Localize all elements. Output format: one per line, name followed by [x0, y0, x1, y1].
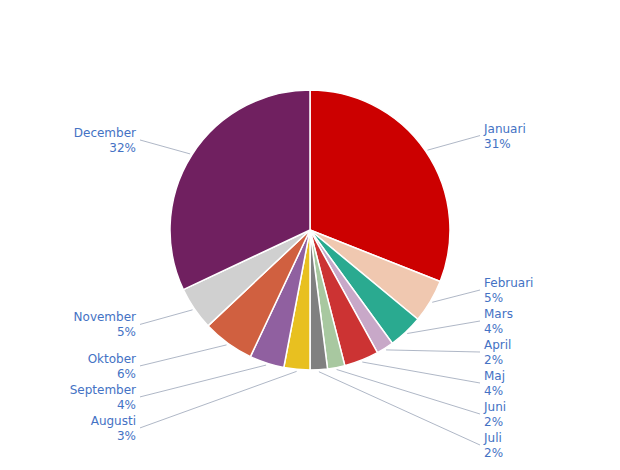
- slice-value-label: 5%: [484, 291, 503, 305]
- leader-line: [386, 350, 480, 352]
- slice-label: Maj: [484, 369, 505, 383]
- slice-value-label: 5%: [117, 325, 136, 339]
- leader-line: [362, 362, 480, 383]
- slice-value-label: 4%: [484, 322, 503, 336]
- slice-value-label: 3%: [117, 429, 136, 443]
- pie-slice: [310, 230, 328, 370]
- slices: [170, 90, 450, 370]
- slice-label: Juli: [483, 431, 502, 445]
- slice-value-label: 2%: [484, 353, 503, 367]
- data-labels: Januari31%Februari5%Mars4%April2%Maj4%Ju…: [70, 122, 534, 460]
- slice-label: April: [484, 338, 511, 352]
- slice-value-label: 31%: [484, 137, 511, 151]
- slice-value-label: 4%: [484, 384, 503, 398]
- leader-lines: [140, 136, 480, 445]
- chart-container: Januari31%Februari5%Mars4%April2%Maj4%Ju…: [0, 0, 620, 470]
- leader-line: [407, 321, 480, 334]
- leader-line: [140, 371, 297, 428]
- slice-label: Juni: [483, 400, 506, 414]
- leader-line: [140, 140, 190, 154]
- slice-label: Januari: [483, 122, 526, 136]
- slice-value-label: 4%: [117, 398, 136, 412]
- leader-line: [140, 365, 266, 397]
- slice-value-label: 2%: [484, 415, 503, 429]
- leader-line: [140, 310, 193, 325]
- slice-label: Februari: [484, 276, 533, 290]
- slice-label: Augusti: [91, 414, 136, 428]
- slice-label: November: [74, 310, 136, 324]
- pie-slice: [170, 90, 310, 290]
- leader-line: [140, 345, 227, 366]
- slice-label: Oktober: [88, 352, 136, 366]
- leader-line: [427, 136, 480, 151]
- slice-value-label: 6%: [117, 367, 136, 381]
- leader-line: [432, 290, 480, 302]
- leader-line: [319, 372, 480, 445]
- slice-label: September: [70, 383, 136, 397]
- slice-label: Mars: [484, 307, 513, 321]
- slice-value-label: 2%: [484, 446, 503, 460]
- chart-svg: Januari31%Februari5%Mars4%April2%Maj4%Ju…: [0, 0, 620, 470]
- leader-line: [337, 369, 480, 414]
- slice-value-label: 32%: [109, 141, 136, 155]
- slice-label: December: [74, 126, 136, 140]
